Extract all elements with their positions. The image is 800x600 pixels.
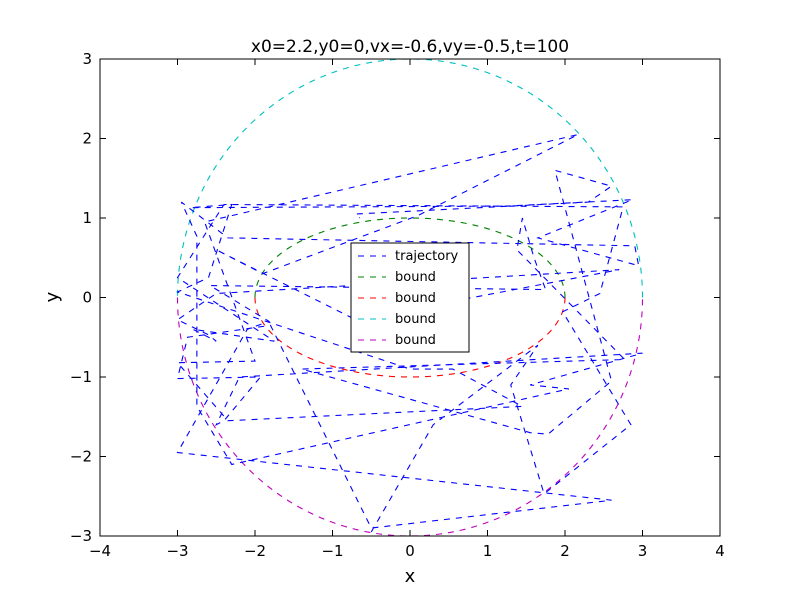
bound-circle-upper [176, 58, 644, 298]
y-axis-label: y [42, 291, 63, 302]
x-tick-label: 0 [405, 542, 415, 560]
x-tick-label: −3 [166, 542, 188, 560]
legend: trajectory bound bound bound bound [350, 242, 470, 353]
y-tick-label: 1 [82, 209, 92, 227]
x-tick-label: −4 [89, 542, 111, 560]
bound-circle-lower [176, 297, 644, 537]
y-tick-label: −1 [70, 368, 92, 386]
legend-label: bound [395, 333, 436, 348]
x-tick-label: 2 [560, 542, 570, 560]
x-tick-label: −1 [321, 542, 343, 560]
y-tick-label: 3 [82, 50, 92, 68]
x-axis-label: x [405, 566, 416, 587]
y-tick-label: 0 [82, 289, 92, 307]
legend-label: bound [395, 312, 436, 327]
y-tick-label: 2 [82, 130, 92, 148]
x-tick-label: 4 [715, 542, 725, 560]
x-tick-label: 1 [483, 542, 493, 560]
legend-label: bound [395, 291, 436, 306]
x-tick-label: 3 [638, 542, 648, 560]
legend-label: trajectory [395, 249, 459, 264]
legend-label: bound [395, 270, 436, 285]
x-tick-label: −2 [244, 542, 266, 560]
y-tick-label: −2 [70, 448, 92, 466]
y-tick-label: −3 [70, 527, 92, 545]
chart-title: x0=2.2,y0=0,vx=-0.6,vy=-0.5,t=100 [251, 37, 569, 57]
plot-content [176, 58, 644, 537]
trajectory-line [176, 133, 643, 533]
axis-ticks [99, 58, 721, 537]
